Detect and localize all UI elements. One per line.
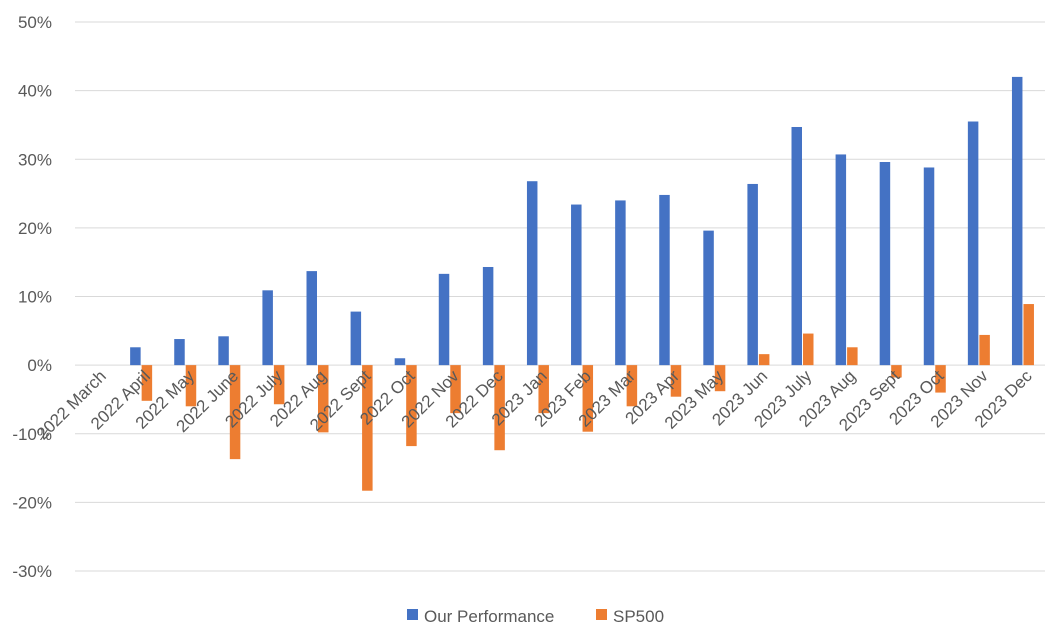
bar-sp500 <box>273 365 285 405</box>
bar-sp500 <box>406 365 417 447</box>
bar-our-performance <box>262 290 273 366</box>
bar-our-performance <box>879 161 891 366</box>
bar-sp500 <box>714 365 726 392</box>
legend-item-sp500: SP500 <box>596 607 664 626</box>
y-tick-label: 0% <box>27 356 52 375</box>
bar-our-performance <box>130 347 141 366</box>
bar-our-performance <box>967 121 979 366</box>
legend: Our Performance SP500 <box>407 607 664 626</box>
bar-our-performance <box>571 204 582 366</box>
legend-item-our-performance: Our Performance <box>407 607 554 626</box>
bar-our-performance <box>174 339 185 366</box>
bar-our-performance <box>659 194 670 366</box>
bar-sp500 <box>891 365 902 378</box>
bar-sp500 <box>847 347 858 366</box>
legend-label-our-performance: Our Performance <box>424 607 554 626</box>
y-tick-label: 10% <box>18 288 52 307</box>
bar-our-performance <box>218 336 229 366</box>
bar-sp500 <box>185 365 197 407</box>
y-tick-label: -20% <box>12 493 52 512</box>
bar-our-performance <box>306 271 317 366</box>
y-tick-label: 50% <box>18 13 52 32</box>
bar-sp500 <box>935 365 946 393</box>
bar-our-performance <box>747 183 758 366</box>
bar-sp500 <box>494 365 505 451</box>
y-axis-tick-labels: 50% 40% 30% 20% 10% 0% -10% -20% -30% <box>12 13 52 581</box>
bar-sp500 <box>670 365 682 397</box>
y-tick-label: 20% <box>18 219 52 238</box>
bar-sp500 <box>1023 304 1034 366</box>
gridlines <box>75 21 1045 572</box>
y-tick-label: -10% <box>12 425 52 444</box>
legend-swatch-sp500 <box>596 609 607 620</box>
legend-label-sp500: SP500 <box>613 607 664 626</box>
bar-sp500 <box>229 365 241 460</box>
bar-sp500 <box>538 365 549 414</box>
bar-our-performance <box>1011 76 1023 366</box>
legend-swatch-our-performance <box>407 609 418 620</box>
bar-our-performance <box>350 311 362 366</box>
bar-our-performance <box>703 230 714 366</box>
y-tick-label: -30% <box>12 562 52 581</box>
y-tick-label: 40% <box>18 82 52 101</box>
bar-our-performance <box>482 266 494 366</box>
bar-our-performance <box>394 358 406 366</box>
bar-sp500 <box>141 365 153 401</box>
bar-sp500 <box>803 333 814 366</box>
bar-our-performance <box>835 154 847 366</box>
bar-sp500 <box>979 334 990 366</box>
bar-our-performance <box>615 200 626 366</box>
bars <box>130 76 1034 491</box>
bar-sp500 <box>362 365 373 491</box>
bar-sp500 <box>318 365 329 433</box>
y-tick-label: 30% <box>18 150 52 169</box>
bar-sp500 <box>450 365 461 414</box>
bar-our-performance <box>526 181 538 366</box>
bar-our-performance <box>923 167 935 366</box>
bar-sp500 <box>626 365 638 407</box>
bar-sp500 <box>582 365 594 432</box>
bar-sp500 <box>758 354 770 366</box>
bar-our-performance <box>791 126 802 366</box>
bar-our-performance <box>438 273 450 366</box>
